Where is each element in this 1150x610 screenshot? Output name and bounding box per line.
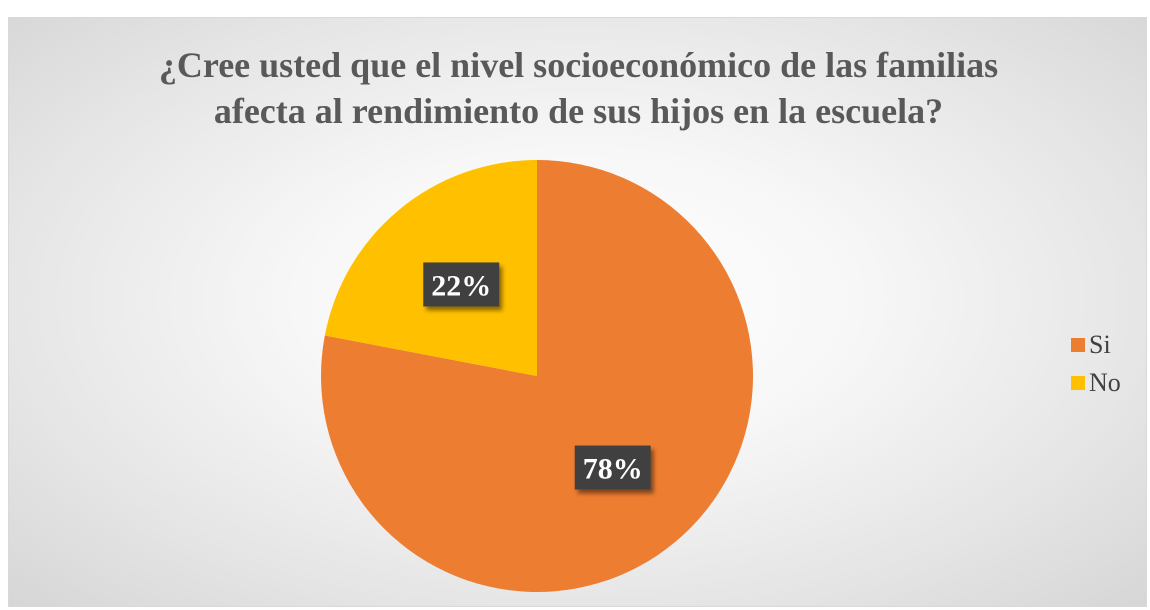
data-label-no: 22% [423,262,500,307]
legend-label-si: Si [1089,330,1111,359]
legend-item-si: Si [1071,326,1121,364]
chart-legend: Si No [1071,326,1121,402]
chart-title: ¿Cree usted que el nivel socioeconómico … [9,42,1146,134]
data-label-text: 22% [431,269,491,302]
legend-item-no: No [1071,364,1121,402]
legend-label-no: No [1089,368,1121,397]
data-label-box [423,262,500,307]
chart-title-line-2: afecta al rendimiento de sus hijos en la… [213,91,944,131]
legend-swatch-no [1071,376,1085,390]
chart-area: ¿Cree usted que el nivel socioeconómico … [8,17,1147,607]
data-label-box [574,445,651,490]
chart-title-line-1: ¿Cree usted que el nivel socioeconómico … [158,45,999,85]
data-label-si: 78% [574,445,651,490]
legend-swatch-si [1071,338,1085,352]
data-label-text: 78% [583,453,643,486]
pie-plot: 78% 22% [321,160,754,592]
